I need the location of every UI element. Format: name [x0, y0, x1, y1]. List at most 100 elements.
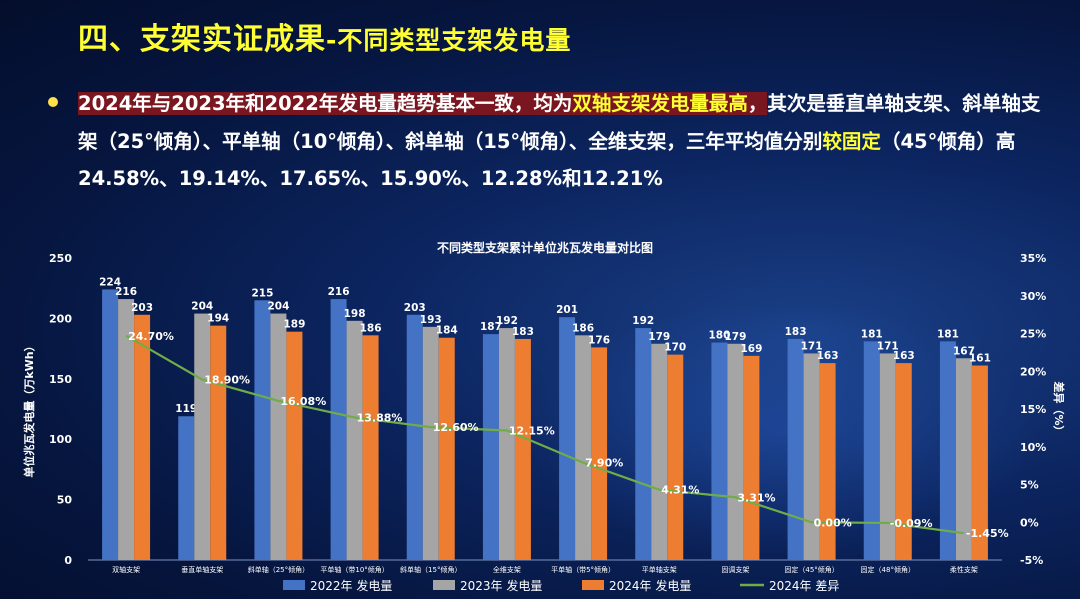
bar-2024 [591, 347, 608, 560]
bar-2024 [819, 363, 836, 560]
diff-value-label: 4.31% [661, 484, 699, 497]
bar-value-label: 216 [328, 286, 350, 298]
bar-value-label: 224 [99, 276, 121, 288]
y2-tick-label: 20% [1020, 365, 1046, 378]
bar-2022 [863, 341, 880, 560]
y2-tick-label: 5% [1020, 479, 1039, 492]
bar-value-label: 176 [588, 334, 610, 346]
bar-value-label: 171 [801, 340, 823, 352]
y-tick-label: 0 [64, 554, 72, 567]
bar-value-label: 203 [404, 302, 426, 314]
bar-2024 [895, 363, 912, 560]
bar-2024 [134, 314, 151, 560]
bar-value-label: 192 [496, 315, 518, 327]
bar-2022 [635, 328, 652, 560]
legend-swatch-2024 [582, 580, 604, 590]
diff-value-label: 7.90% [585, 457, 623, 470]
page-title: 四、支架实证成果-不同类型支架发电量 [78, 18, 571, 62]
y-tick-label: 150 [49, 373, 72, 386]
bar-value-label: 161 [969, 353, 991, 365]
x-tick-label: 斜单轴（25°倾角） [248, 565, 309, 574]
bar-2024 [971, 365, 988, 560]
bar-value-label: 187 [480, 321, 502, 333]
bar-2022 [939, 341, 956, 560]
diff-value-label: -1.45% [966, 527, 1009, 540]
summary-part2: 双轴支架发电量最高 [572, 92, 748, 115]
bar-2024 [438, 337, 455, 560]
bar-value-label: 169 [740, 343, 762, 355]
bar-value-label: 204 [191, 301, 213, 313]
summary-part1: 2024年与2023年和2022年发电量趋势基本一致，均为 [78, 92, 573, 115]
y2-tick-label: 15% [1020, 403, 1046, 416]
bar-value-label: 183 [785, 326, 807, 338]
bar-value-label: 193 [420, 314, 442, 326]
bar-2023 [727, 343, 744, 560]
bar-2022 [406, 314, 423, 560]
bar-value-label: 201 [556, 304, 578, 316]
bar-value-label: 198 [344, 308, 366, 320]
summary-highlight: 2024年与2023年和2022年发电量趋势基本一致，均为双轴支架发电量最高， [78, 92, 768, 115]
diff-value-label: 18.90% [204, 374, 250, 387]
chart-title: 不同类型支架累计单位兆瓦发电量对比图 [437, 240, 653, 255]
y2-axis-title: 差异（%） [1052, 381, 1066, 436]
bar-2024 [210, 325, 227, 560]
bar-value-label: 167 [953, 345, 975, 357]
bar-2023 [194, 313, 211, 560]
bar-value-label: 203 [131, 302, 153, 314]
bar-2024 [362, 335, 379, 560]
legend-label: 2024年 发电量 [609, 578, 691, 593]
bar-2024 [286, 331, 303, 560]
bar-2023 [651, 343, 668, 560]
x-tick-label: 全维支架 [493, 565, 521, 574]
bar-2022 [178, 416, 195, 560]
bar-value-label: 215 [251, 287, 273, 299]
bar-2022 [482, 334, 499, 560]
bar-2023 [498, 328, 515, 560]
x-tick-label: 垂直单轴支架 [181, 565, 223, 574]
bar-2023 [118, 299, 135, 560]
summary-part6: （45°倾角）高24.58%、19.14%、17.65%、15.90%、12.2… [78, 129, 1016, 191]
bar-2024 [743, 355, 760, 560]
bar-2023 [575, 335, 592, 560]
legend-label: 2024年 差异 [769, 579, 839, 593]
bar-2023 [803, 353, 820, 560]
summary-part4: 其次是垂直单轴支架、斜单轴支架（25°倾角）、平单轴（10°倾角）、斜单轴（15… [78, 92, 1041, 153]
bar-2024 [514, 338, 531, 560]
x-tick-label: 固调支架 [721, 565, 749, 574]
bar-value-label: 171 [877, 340, 899, 352]
bar-2023 [346, 320, 363, 560]
bar-2023 [270, 313, 287, 560]
bar-value-label: 186 [360, 322, 382, 334]
y2-tick-label: 30% [1020, 290, 1046, 303]
bar-2023 [879, 353, 896, 560]
y-tick-label: 100 [49, 433, 72, 446]
bar-value-label: 119 [175, 403, 197, 415]
bar-value-label: 194 [207, 313, 229, 325]
bar-2024 [667, 354, 684, 560]
bar-value-label: 181 [861, 328, 883, 340]
bar-value-label: 216 [115, 286, 137, 298]
bar-2022 [711, 342, 728, 560]
y2-tick-label: 25% [1020, 328, 1046, 341]
legend-label: 2023年 发电量 [460, 578, 542, 593]
legend-swatch-2022 [283, 580, 305, 590]
diff-value-label: 13.88% [357, 411, 403, 424]
diff-line [125, 334, 965, 535]
y2-tick-label: 35% [1020, 252, 1046, 265]
legend-swatch-2023 [433, 580, 455, 590]
page-title-main: 四、支架实证成果 [78, 22, 326, 57]
bar-2023 [422, 326, 439, 560]
x-tick-label: 平单轴支架 [642, 565, 677, 574]
diff-value-label: 12.15% [509, 425, 555, 438]
bar-value-label: 184 [436, 325, 458, 337]
y-tick-label: 250 [49, 252, 72, 265]
bar-2022 [787, 338, 804, 560]
bar-2022 [559, 317, 576, 560]
bar-value-label: 179 [724, 331, 746, 343]
legend-label: 2022年 发电量 [310, 578, 392, 593]
x-tick-label: 斜单轴（15°倾角） [400, 565, 461, 574]
bar-value-label: 181 [937, 328, 959, 340]
y2-tick-label: -5% [1020, 554, 1043, 567]
diff-value-label: 16.08% [280, 395, 326, 408]
